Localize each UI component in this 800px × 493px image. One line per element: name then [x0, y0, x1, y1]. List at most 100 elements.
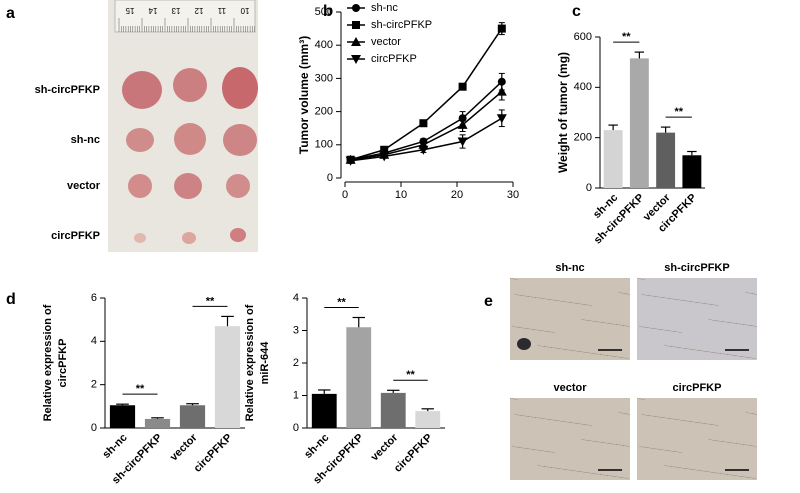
texture — [548, 298, 558, 302]
texture — [747, 356, 757, 360]
texture — [677, 346, 687, 350]
tumor — [222, 67, 258, 109]
texture — [640, 413, 650, 417]
bar — [656, 132, 676, 188]
texture — [562, 420, 572, 424]
texture — [532, 448, 542, 452]
texture — [712, 351, 722, 355]
texture — [580, 318, 590, 322]
y-tick-label: 0 — [91, 422, 97, 434]
texture — [733, 474, 743, 478]
texture — [550, 346, 560, 350]
legend-marker — [352, 4, 360, 12]
texture — [661, 296, 671, 300]
panel-label: b — [323, 3, 333, 20]
texture — [601, 321, 611, 325]
texture — [536, 344, 546, 348]
texture — [673, 330, 683, 334]
y-tick-label: 600 — [574, 31, 592, 43]
x-tick-label: sh-nc — [100, 432, 129, 461]
x-tick-label: 10 — [395, 189, 407, 201]
texture — [675, 418, 685, 422]
texture — [689, 420, 699, 424]
texture — [638, 325, 648, 329]
texture — [557, 347, 567, 351]
texture — [511, 325, 521, 329]
marker — [345, 156, 356, 166]
texture — [613, 355, 623, 359]
legend-marker — [351, 37, 361, 46]
texture — [576, 422, 586, 426]
texture — [707, 318, 717, 322]
significance-label: ** — [674, 106, 683, 118]
photo-a — [108, 0, 258, 252]
texture — [740, 355, 750, 359]
histology-image — [637, 398, 757, 480]
texture — [691, 468, 701, 472]
ruler-label: 10 — [240, 6, 249, 15]
texture — [599, 353, 609, 357]
texture — [726, 353, 736, 357]
x-tick-label: sh-nc — [302, 432, 331, 461]
texture — [663, 464, 673, 468]
texture — [740, 475, 750, 479]
texture — [638, 445, 648, 449]
texture — [525, 327, 535, 331]
texture — [645, 326, 655, 330]
texture — [705, 350, 715, 354]
texture — [721, 320, 731, 324]
texture — [525, 447, 535, 451]
texture — [601, 441, 611, 445]
y-tick-label: 2 — [293, 357, 299, 369]
legend-label: vector — [371, 36, 401, 48]
panel-label: a — [6, 5, 15, 22]
texture — [751, 292, 758, 296]
texture — [594, 440, 604, 444]
texture — [592, 352, 602, 356]
tumor — [122, 71, 162, 109]
marker — [497, 24, 506, 33]
ruler-label: 13 — [171, 6, 180, 15]
marker — [418, 145, 429, 155]
texture — [513, 293, 523, 297]
texture — [534, 416, 544, 420]
panel-label: e — [484, 293, 493, 310]
panel-label: c — [572, 3, 581, 20]
texture — [707, 438, 717, 442]
texture — [543, 465, 553, 469]
ruler-label: 12 — [194, 6, 203, 15]
texture — [620, 356, 630, 360]
bar — [629, 58, 649, 189]
x-tick-label: vector — [369, 431, 401, 463]
texture — [747, 476, 757, 480]
texture — [659, 328, 669, 332]
texture — [546, 450, 556, 454]
texture — [735, 442, 745, 446]
texture — [636, 277, 646, 281]
texture — [673, 450, 683, 454]
bar — [603, 130, 623, 188]
histology-image — [510, 398, 630, 480]
y-tick-label: 4 — [293, 292, 299, 304]
texture — [606, 474, 616, 478]
texture — [518, 326, 528, 330]
texture — [578, 350, 588, 354]
texture — [587, 319, 597, 323]
legend-marker — [352, 21, 360, 29]
texture — [744, 411, 754, 415]
texture — [580, 438, 590, 442]
texture — [666, 329, 676, 333]
texture — [511, 445, 521, 449]
texture — [555, 419, 565, 423]
texture — [548, 418, 558, 422]
x-tick-label: 0 — [342, 189, 348, 201]
texture — [578, 470, 588, 474]
texture — [569, 301, 579, 305]
texture — [513, 413, 523, 417]
texture — [557, 467, 567, 471]
texture — [696, 301, 706, 305]
texture — [520, 294, 530, 298]
texture — [691, 348, 701, 352]
significance-label: ** — [622, 31, 631, 43]
